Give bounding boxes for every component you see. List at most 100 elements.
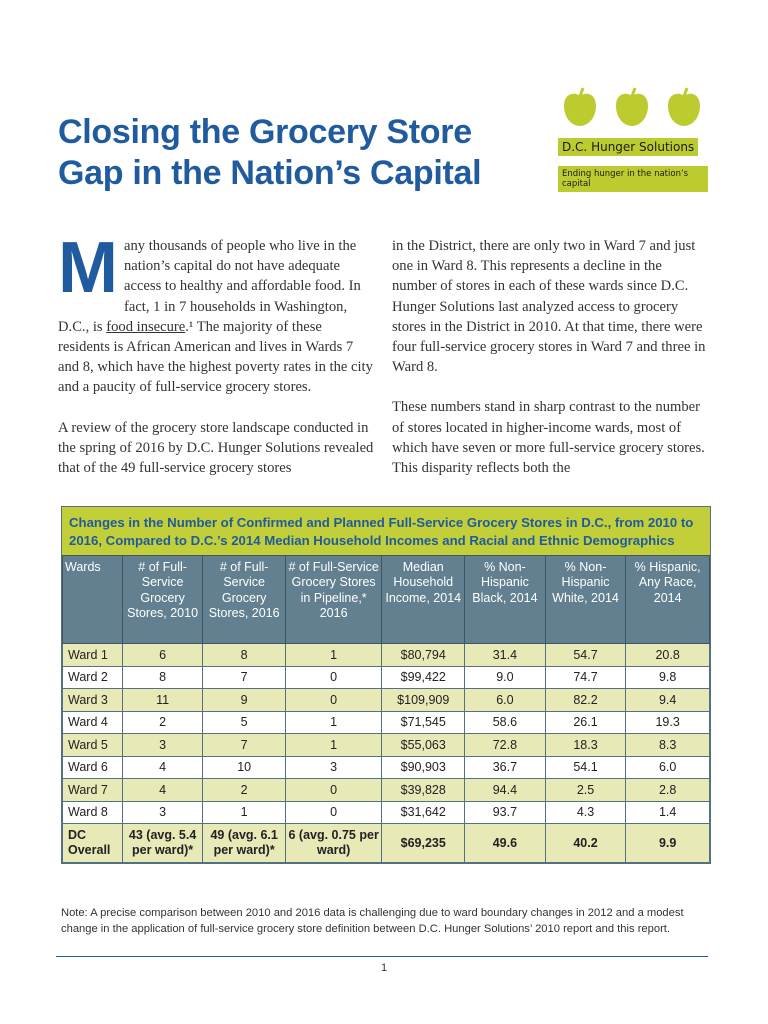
text: .¹ The majority of these residents is Af…	[58, 318, 373, 396]
column-header: % Non-Hispanic White, 2014	[544, 555, 627, 644]
table-row: Ward 1 6 8 1 $80,794 31.4 54.7 20.8	[62, 643, 710, 667]
table-cell: 6 (avg. 0.75 per ward)	[284, 823, 383, 863]
body-column-2: in the District, there are only two in W…	[392, 236, 710, 498]
table-cell: 49 (avg. 6.1 per ward)*	[202, 823, 286, 863]
table-cell: 2.5	[544, 778, 627, 802]
table-cell: 54.7	[544, 643, 627, 667]
table-cell: 1.4	[625, 800, 710, 824]
table-cell: 20.8	[625, 643, 710, 667]
table-cell: 93.7	[464, 800, 546, 824]
logo-tagline: Ending hunger in the nation’s capital	[558, 166, 708, 192]
table-row: Ward 5 3 7 1 $55,063 72.8 18.3 8.3	[62, 733, 710, 757]
table-cell: 1	[284, 643, 383, 667]
table-cell: 9.0	[464, 665, 546, 689]
grocery-stores-table: Changes in the Number of Confirmed and P…	[61, 506, 711, 864]
paragraph-3: in the District, there are only two in W…	[392, 238, 706, 376]
table-cell: 0	[284, 800, 383, 824]
table-row: Ward 6 4 10 3 $90,903 36.7 54.1 6.0	[62, 755, 710, 779]
drop-cap: M	[58, 228, 118, 308]
table-cell: 4	[121, 755, 204, 779]
table-cell: 31.4	[464, 643, 546, 667]
paragraph-4: These numbers stand in sharp contrast to…	[392, 399, 705, 477]
table-cell: 0	[284, 688, 383, 712]
table-cell: 9.8	[625, 665, 710, 689]
footer-divider	[56, 956, 708, 957]
table-cell: 49.6	[464, 823, 546, 863]
page-number: 1	[380, 962, 388, 974]
table-cell: $31,642	[381, 800, 466, 824]
column-header: # of Full-Service Grocery Stores, 2010	[121, 555, 204, 644]
column-header: Wards	[62, 555, 123, 644]
table-cell: 10	[202, 755, 286, 779]
apples-icon	[562, 86, 708, 128]
table-cell: 8	[121, 665, 204, 689]
table-cell: 0	[284, 778, 383, 802]
text: any thousands of people who live in the …	[58, 238, 361, 335]
table-title: Changes in the Number of Confirmed and P…	[62, 507, 710, 555]
table-row: Ward 7 4 2 0 $39,828 94.4 2.5 2.8	[62, 778, 710, 802]
table-cell: 36.7	[464, 755, 546, 779]
table-cell: 9.9	[625, 823, 710, 863]
table-row: Ward 8 3 1 0 $31,642 93.7 4.3 1.4	[62, 800, 710, 824]
table-cell: $99,422	[381, 665, 466, 689]
table-cell: 3	[121, 800, 204, 824]
table-cell: Ward 4	[62, 710, 123, 734]
table-row: Ward 4 2 5 1 $71,545 58.6 26.1 19.3	[62, 710, 710, 734]
table-cell: 72.8	[464, 733, 546, 757]
column-header: % Hispanic, Any Race, 2014	[625, 555, 710, 644]
table-cell: $39,828	[381, 778, 466, 802]
table-row-total: DC Overall 43 (avg. 5.4 per ward)* 49 (avg…	[62, 823, 710, 863]
table-cell: 4.3	[544, 800, 627, 824]
table-cell: 1	[284, 710, 383, 734]
table-cell: $55,063	[381, 733, 466, 757]
table-cell: 11	[121, 688, 204, 712]
table-cell: 2	[121, 710, 204, 734]
table-cell: 94.4	[464, 778, 546, 802]
column-header: # of Full-Service Grocery Stores, 2016	[202, 555, 286, 644]
table-row: Ward 3 11 9 0 $109,909 6.0 82.2 9.4	[62, 688, 710, 712]
table-cell: 82.2	[544, 688, 627, 712]
table-cell: Ward 6	[62, 755, 123, 779]
table-row: Ward 2 8 7 0 $99,422 9.0 74.7 9.8	[62, 665, 710, 689]
table-cell: 2.8	[625, 778, 710, 802]
logo-name: D.C. Hunger Solutions	[558, 138, 699, 156]
table-cell: 9.4	[625, 688, 710, 712]
table-cell: 9	[202, 688, 286, 712]
table-cell: 2	[202, 778, 286, 802]
table-cell: 7	[202, 733, 286, 757]
table-cell: 6.0	[625, 755, 710, 779]
food-insecure-link[interactable]: food insecure	[106, 318, 186, 335]
table-cell: 8	[202, 643, 286, 667]
table-cell: Ward 3	[62, 688, 123, 712]
table-cell: 74.7	[544, 665, 627, 689]
table-cell: 0	[284, 665, 383, 689]
table-cell: 6	[121, 643, 204, 667]
table-cell: 1	[284, 733, 383, 757]
table-cell: 18.3	[544, 733, 627, 757]
table-cell: 54.1	[544, 755, 627, 779]
table-cell: 3	[284, 755, 383, 779]
table-cell: $69,235	[381, 823, 466, 863]
table-note: Note: A precise comparison between 2010 …	[61, 907, 684, 935]
column-header: % Non-Hispanic Black, 2014	[464, 555, 546, 644]
table-cell: Ward 8	[62, 800, 123, 824]
table-cell: 4	[121, 778, 204, 802]
table-cell: 5	[202, 710, 286, 734]
table-cell: 19.3	[625, 710, 710, 734]
page-title: Closing the Grocery Store Gap in the Nat…	[58, 113, 482, 192]
paragraph-2: A review of the grocery store landscape …	[58, 419, 374, 477]
table-cell: 58.6	[464, 710, 546, 734]
table-cell: 40.2	[544, 823, 627, 863]
table-cell: 7	[202, 665, 286, 689]
table-cell: Ward 5	[62, 733, 123, 757]
table-cell: $90,903	[381, 755, 466, 779]
table-cell: 3	[121, 733, 204, 757]
table-cell: 1	[202, 800, 286, 824]
table-cell: 8.3	[625, 733, 710, 757]
table-cell: $71,545	[381, 710, 466, 734]
table-cell: Ward 1	[62, 643, 123, 667]
dc-hunger-solutions-logo: D.C. Hunger Solutions Ending hunger in t…	[558, 86, 708, 192]
table-cell: DC Overall	[62, 823, 123, 863]
table-cell: Ward 2	[62, 665, 123, 689]
